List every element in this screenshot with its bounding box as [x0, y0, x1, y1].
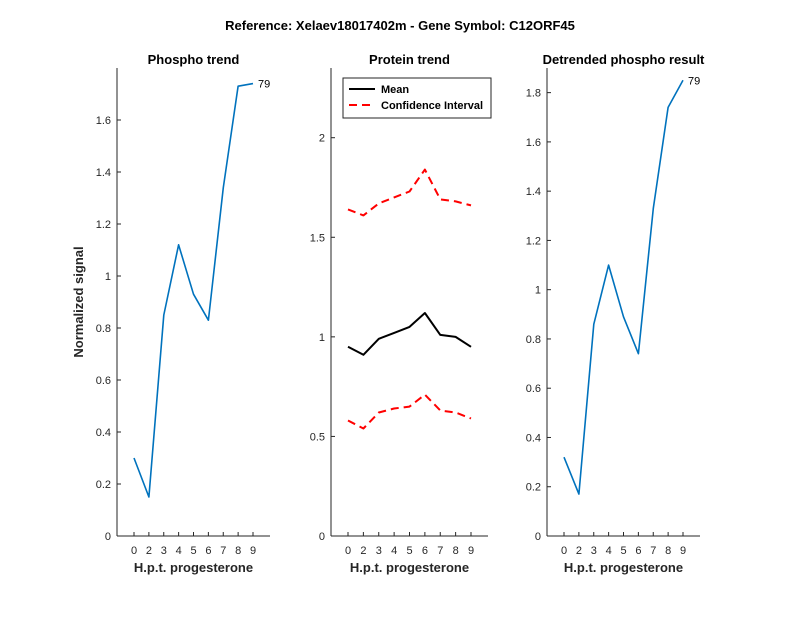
x-tick-label: 9 — [468, 545, 474, 557]
series-end-annotation: 79 — [258, 79, 270, 91]
x-tick-label: 7 — [650, 545, 656, 557]
x-tick-label: 7 — [220, 545, 226, 557]
x-tick-label: 6 — [422, 545, 428, 557]
x-tick-label: 3 — [376, 545, 382, 557]
panel-title: Detrended phospho result — [543, 52, 705, 67]
x-tick-label: 9 — [680, 545, 686, 557]
figure-title: Reference: Xelaev18017402m - Gene Symbol… — [225, 18, 575, 33]
chart-panel-1: 00.20.40.60.811.21.41.60 2 3 4 5 6 7 8 9Phospho … — [71, 52, 270, 575]
series-line — [563, 79, 684, 495]
y-tick-label: 0.5 — [310, 431, 325, 443]
y-tick-label: 1.6 — [526, 137, 541, 149]
panel-title: Protein trend — [369, 52, 450, 67]
x-tick-label: 2 — [576, 545, 582, 557]
y-tick-label: 0.6 — [96, 375, 111, 387]
series-line — [133, 82, 254, 498]
x-tick-label: 4 — [391, 545, 397, 557]
y-tick-label: 0 — [535, 531, 541, 543]
y-tick-label: 1 — [535, 285, 541, 297]
y-tick-label: 1.2 — [526, 235, 541, 247]
x-tick-label: 6 — [205, 545, 211, 557]
x-tick-label: 3 — [161, 545, 167, 557]
x-axis-label: H.p.t. progesterone — [564, 560, 683, 575]
y-tick-label: 1.4 — [526, 186, 541, 198]
y-tick-label: 0.6 — [526, 383, 541, 395]
x-tick-label: 8 — [453, 545, 459, 557]
y-tick-label: 1.8 — [526, 88, 541, 100]
x-tick-label: 8 — [665, 545, 671, 557]
x-tick-label: 6 — [635, 545, 641, 557]
y-tick-label: 1 — [105, 271, 111, 283]
x-tick-label: 7 — [437, 545, 443, 557]
x-tick-label: 4 — [176, 545, 182, 557]
x-tick-label: 2 — [146, 545, 152, 557]
chart-panel-3: 00.20.40.60.811.21.41.61.80 2 3 4 5 6 7 8 9Detre… — [526, 52, 705, 575]
y-tick-label: 1 — [319, 332, 325, 344]
y-tick-label: 0.4 — [526, 432, 541, 444]
series-line — [347, 168, 472, 217]
y-tick-label: 0.4 — [96, 427, 111, 439]
legend-label: Mean — [381, 84, 409, 96]
x-tick-label: 3 — [591, 545, 597, 557]
y-tick-label: 1.2 — [96, 219, 111, 231]
panel-title: Phospho trend — [148, 52, 240, 67]
x-axis-label: H.p.t. progesterone — [350, 560, 469, 575]
x-tick-label: 4 — [606, 545, 612, 557]
x-tick-label: 0 — [345, 545, 351, 557]
x-tick-label: 2 — [360, 545, 366, 557]
y-tick-label: 0 — [105, 531, 111, 543]
series-line — [347, 312, 472, 356]
x-tick-label: 5 — [620, 545, 626, 557]
y-tick-label: 0.8 — [96, 323, 111, 335]
legend-box — [342, 77, 492, 119]
x-tick-label: 9 — [250, 545, 256, 557]
y-tick-label: 2 — [319, 133, 325, 145]
x-tick-label: 5 — [406, 545, 412, 557]
x-axis-label: H.p.t. progesterone — [134, 560, 253, 575]
y-tick-label: 1.5 — [310, 232, 325, 244]
y-tick-label: 0.2 — [96, 479, 111, 491]
panels: 00.20.40.60.811.21.41.60 2 3 4 5 6 7 8 9Phospho … — [71, 52, 705, 575]
series-line — [347, 393, 472, 430]
y-tick-label: 0 — [319, 531, 325, 543]
y-tick-label: 1.6 — [96, 115, 111, 127]
x-tick-label: 0 — [561, 545, 567, 557]
x-tick-label: 8 — [235, 545, 241, 557]
x-tick-label: 5 — [190, 545, 196, 557]
legend-label: Confidence Interval — [381, 100, 483, 112]
y-tick-label: 0.8 — [526, 334, 541, 346]
y-tick-label: 0.2 — [526, 482, 541, 494]
y-axis-label: Normalized signal — [71, 246, 86, 357]
y-tick-label: 1.4 — [96, 167, 111, 179]
x-tick-label: 0 — [131, 545, 137, 557]
series-end-annotation: 79 — [688, 75, 700, 87]
